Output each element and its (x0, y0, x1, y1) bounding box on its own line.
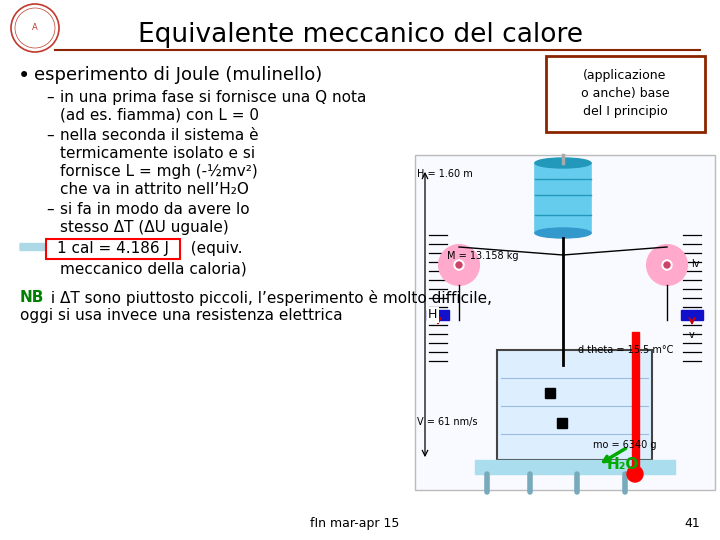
Text: nella seconda il sistema è: nella seconda il sistema è (60, 128, 258, 143)
Text: che va in attrito nell’H₂O: che va in attrito nell’H₂O (60, 182, 249, 197)
Text: fornisce L = mgh (-½mv²): fornisce L = mgh (-½mv²) (60, 164, 258, 179)
Text: stesso ΔT (ΔU uguale): stesso ΔT (ΔU uguale) (60, 220, 229, 235)
Text: –: – (46, 90, 53, 105)
Text: esperimento di Joule (mulinello): esperimento di Joule (mulinello) (34, 66, 323, 84)
Text: fIn mar-apr 15: fIn mar-apr 15 (310, 517, 400, 530)
FancyBboxPatch shape (546, 56, 705, 132)
Text: (applicazione
o anche) base
del I principio: (applicazione o anche) base del I princi… (581, 70, 670, 118)
Text: H = 1.60 m: H = 1.60 m (417, 169, 473, 179)
Text: i ΔT sono piuttosto piccoli, l’esperimento è molto difficile,: i ΔT sono piuttosto piccoli, l’esperimen… (46, 290, 492, 306)
Text: (ad es. fiamma) con L = 0: (ad es. fiamma) con L = 0 (60, 108, 259, 123)
Ellipse shape (535, 158, 591, 168)
Bar (632, 332, 639, 468)
Bar (497, 350, 652, 460)
Text: d theta = 15.5 m°C: d theta = 15.5 m°C (578, 345, 673, 355)
Text: meccanico della caloria): meccanico della caloria) (60, 262, 247, 277)
Circle shape (662, 260, 672, 270)
Bar (427, 310, 449, 320)
Text: M = 13.158 kg: M = 13.158 kg (447, 251, 518, 261)
Text: –: – (46, 128, 53, 143)
Bar (535, 163, 591, 233)
Text: (equiv.: (equiv. (181, 241, 243, 256)
Bar (681, 310, 703, 320)
Circle shape (454, 260, 464, 270)
Circle shape (664, 262, 670, 268)
FancyBboxPatch shape (46, 239, 180, 259)
Text: 1 cal = 4.186 J: 1 cal = 4.186 J (57, 241, 169, 256)
Text: A: A (32, 24, 38, 32)
Circle shape (456, 262, 462, 268)
Text: H: H (428, 308, 437, 321)
Text: NB: NB (20, 290, 45, 305)
Text: –: – (46, 202, 53, 217)
Text: V = 61 nm/s: V = 61 nm/s (417, 417, 477, 427)
Circle shape (627, 466, 643, 482)
Text: H₂O: H₂O (607, 457, 639, 472)
Bar (475, 460, 675, 474)
Text: mo = 6340 g: mo = 6340 g (593, 440, 657, 450)
Bar (415, 155, 715, 490)
Bar (545, 388, 555, 398)
Text: in una prima fase si fornisce una Q nota: in una prima fase si fornisce una Q nota (60, 90, 366, 105)
Text: si fa in modo da avere lo: si fa in modo da avere lo (60, 202, 250, 217)
Circle shape (439, 245, 479, 285)
Text: v: v (689, 330, 695, 340)
FancyArrow shape (20, 244, 50, 251)
Text: oggi si usa invece una resistenza elettrica: oggi si usa invece una resistenza elettr… (20, 308, 343, 323)
Text: 41: 41 (684, 517, 700, 530)
Text: termicamente isolato e si: termicamente isolato e si (60, 146, 255, 161)
Text: •: • (18, 66, 30, 86)
Ellipse shape (535, 228, 591, 238)
Text: lv: lv (691, 259, 700, 269)
Circle shape (647, 245, 687, 285)
Text: Equivalente meccanico del calore: Equivalente meccanico del calore (138, 22, 582, 48)
Bar (557, 418, 567, 428)
